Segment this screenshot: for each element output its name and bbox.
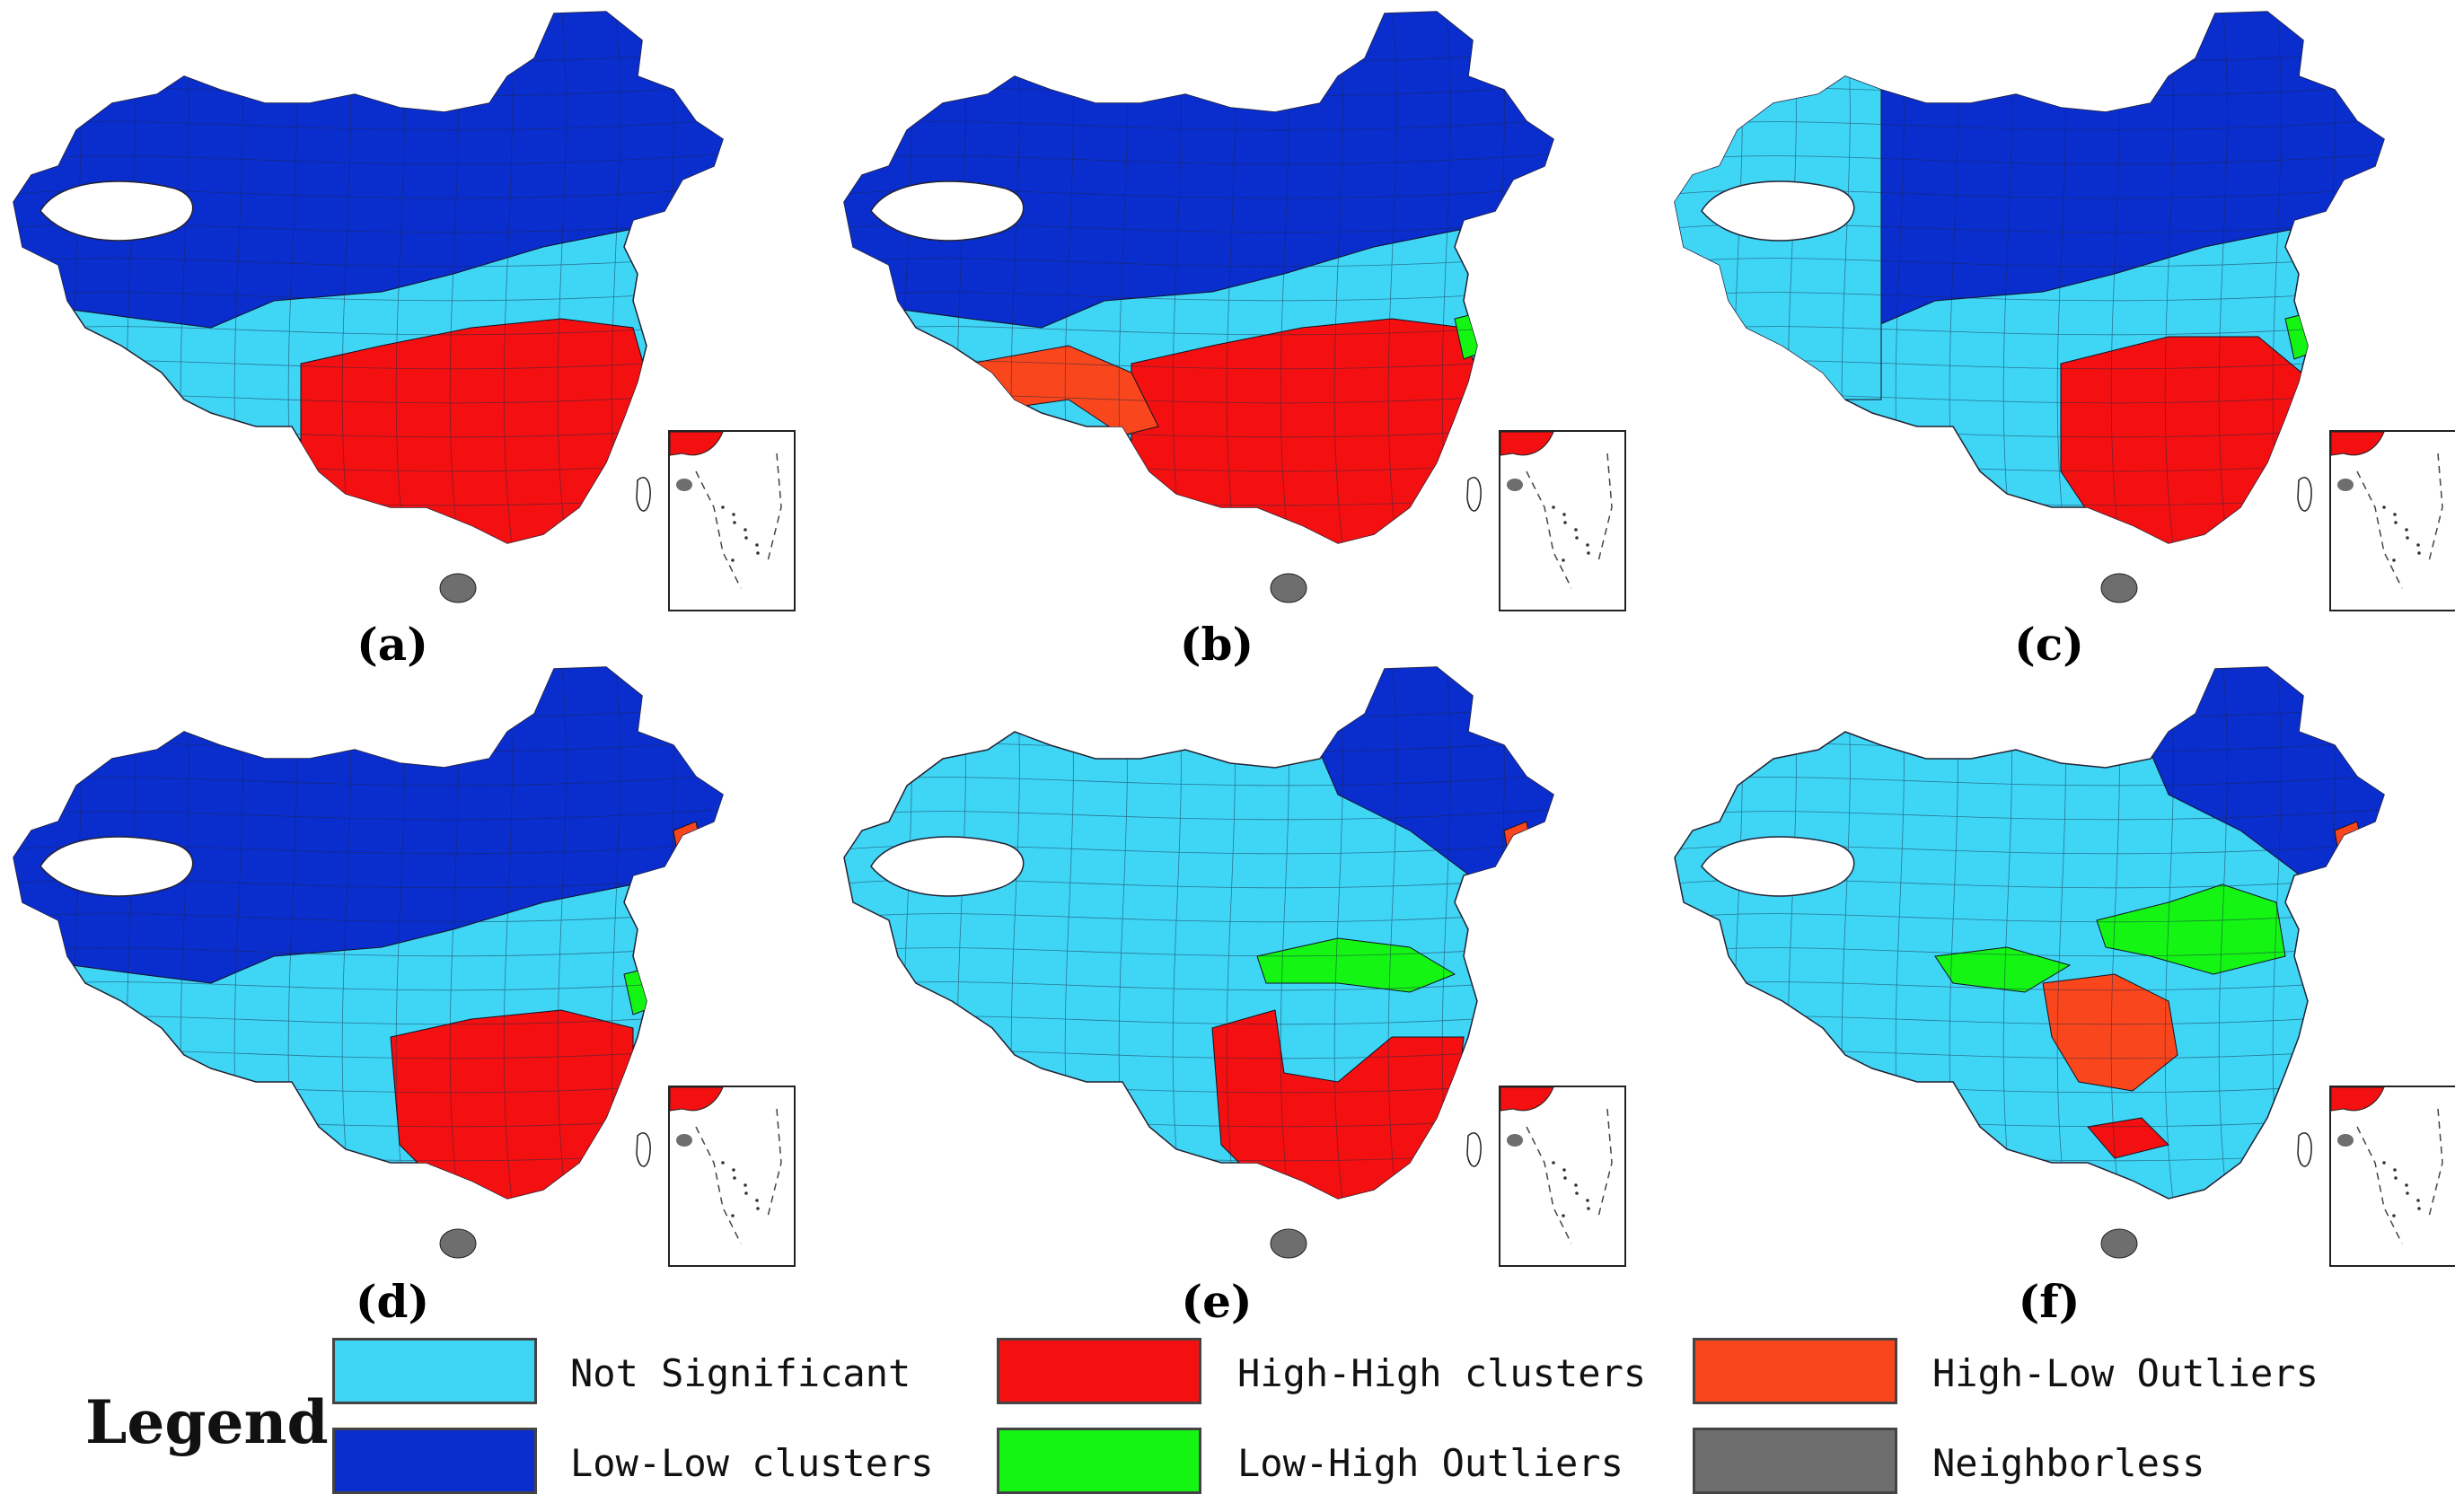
taiwan-island [636, 477, 651, 512]
desert-area [1701, 836, 1855, 897]
legend-swatch-not-significant [332, 1338, 537, 1404]
desert-area [1701, 180, 1855, 242]
hainan-island [439, 1228, 477, 1259]
cluster-region [13, 667, 723, 984]
desert-area [870, 836, 1025, 897]
cluster-region [2096, 883, 2286, 975]
taiwan-island [2297, 1132, 2312, 1167]
panel-label-d: (d) [355, 1275, 430, 1328]
legend-label-not-significant: Not Significant [570, 1351, 911, 1395]
cluster-region [2087, 1117, 2169, 1159]
legend-swatch-neighborless [1693, 1428, 1897, 1494]
south-china-sea-inset [1499, 1086, 1626, 1267]
cluster-region [1934, 946, 2072, 993]
south-china-sea-inset [668, 430, 796, 611]
legend-label-low-low: Low-Low clusters [570, 1441, 934, 1485]
hainan-island [2100, 1228, 2138, 1259]
hainan-island [1270, 573, 1307, 603]
legend-swatch-low-low [332, 1428, 537, 1494]
south-china-sea-inset [2329, 430, 2455, 611]
taiwan-island [2297, 477, 2312, 512]
desert-area [40, 836, 194, 897]
map-panel-b [843, 11, 1626, 611]
map-panel-e [843, 666, 1626, 1267]
taiwan-island [636, 1132, 651, 1167]
map-panel-a [13, 11, 796, 611]
cluster-region [844, 12, 1553, 329]
legend-label-high-low: High-Low Outliers [1932, 1351, 2319, 1395]
cluster-region [2042, 973, 2178, 1092]
hainan-island [1270, 1228, 1307, 1259]
panel-label-f: (f) [2018, 1275, 2081, 1328]
cluster-region [13, 12, 723, 329]
legend-label-high-high: High-High clusters [1237, 1351, 1647, 1395]
legend-swatch-high-high [997, 1338, 1201, 1404]
hainan-island [439, 573, 477, 603]
panel-label-e: (e) [1181, 1275, 1253, 1328]
panel-label-a: (a) [356, 618, 428, 671]
map-panel-c [1674, 11, 2455, 611]
panel-label-b: (b) [1179, 618, 1254, 671]
cluster-region [300, 318, 652, 543]
desert-area [870, 180, 1025, 242]
south-china-sea-inset [668, 1086, 796, 1267]
taiwan-island [1466, 477, 1482, 512]
cluster-region [1131, 318, 1483, 543]
south-china-sea-inset [1499, 430, 1626, 611]
desert-area [40, 180, 194, 242]
cluster-region [1256, 937, 1456, 993]
south-china-sea-inset [2329, 1086, 2455, 1267]
taiwan-island [1466, 1132, 1482, 1167]
legend-label-low-high: Low-High Outliers [1237, 1441, 1623, 1485]
hainan-island [2100, 573, 2138, 603]
map-panel-d [13, 666, 796, 1267]
legend-label-neighborless: Neighborless [1932, 1441, 2205, 1485]
panel-label-c: (c) [2014, 618, 2084, 671]
cluster-region [390, 1009, 634, 1199]
legend-swatch-high-low [1693, 1338, 1897, 1404]
map-panel-f [1674, 666, 2455, 1267]
legend-swatch-low-high [997, 1428, 1201, 1494]
legend-title: Legend [85, 1387, 329, 1457]
